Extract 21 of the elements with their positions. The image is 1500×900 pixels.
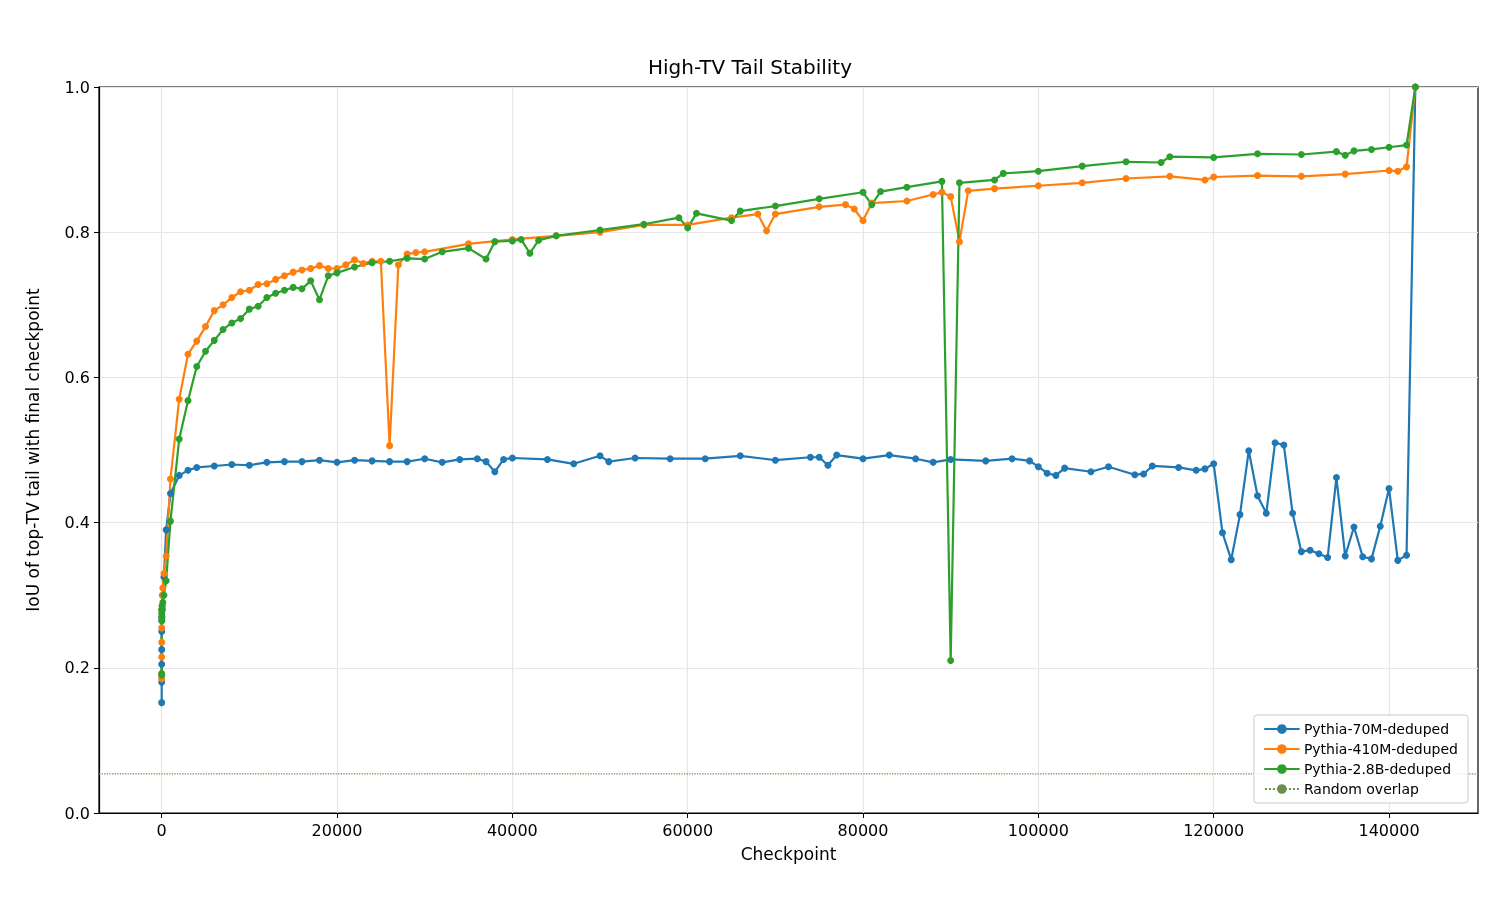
legend-label: Random overlap [1303, 781, 1419, 797]
y-tick-label: 0.2 [64, 658, 90, 678]
y-tick-label: 0.6 [64, 367, 90, 387]
y-tick-label: 0.4 [64, 513, 90, 533]
x-tick-label: 20000 [311, 820, 363, 840]
x-tick-label: 80000 [837, 820, 889, 840]
x-tick-label: 40000 [486, 820, 538, 840]
x-axis-title: Checkpoint [740, 843, 837, 864]
y-tick-label: 1.0 [64, 77, 90, 97]
legend-label: Pythia-2.8B-deduped [1303, 761, 1452, 777]
legend-label: Pythia-70M-deduped [1303, 721, 1450, 737]
x-tick-label: 120000 [1183, 820, 1245, 840]
x-tick-label: 60000 [662, 820, 714, 840]
chart-title: High-TV Tail Stability [647, 55, 853, 79]
y-axis-title: IoU of top-TV tail with final checkpoint [22, 287, 43, 612]
y-tick-label: 0.8 [64, 222, 90, 242]
legend-label: Pythia-410M-deduped [1303, 741, 1458, 757]
x-tick-label: 100000 [1007, 820, 1069, 840]
x-tick-label: 0 [156, 820, 167, 840]
y-tick-label: 0.0 [64, 803, 90, 823]
x-tick-label: 140000 [1358, 820, 1420, 840]
